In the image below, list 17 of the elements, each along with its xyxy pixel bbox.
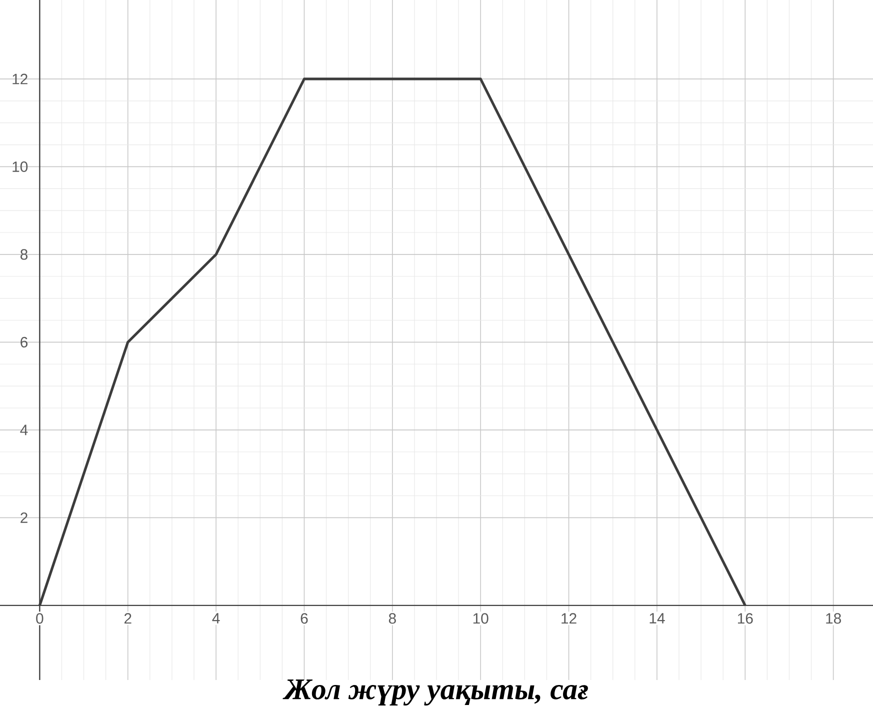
- x-tick-label: 6: [300, 613, 308, 624]
- x-tick-label: 10: [473, 613, 488, 624]
- x-tick-label: 16: [738, 613, 753, 624]
- y-tick-label: 8: [20, 249, 28, 260]
- x-tick-label: 0: [36, 613, 44, 624]
- y-tick-label: 2: [20, 512, 28, 523]
- x-tick-label: 4: [212, 613, 220, 624]
- x-tick-label: 2: [124, 613, 132, 624]
- y-tick-label: 10: [12, 161, 28, 172]
- x-axis-title: Жол жүру уақыты, сағ: [282, 680, 588, 706]
- x-tick-label: 12: [562, 613, 576, 624]
- y-tick-label: 12: [12, 74, 28, 84]
- x-tick-label: 14: [650, 613, 665, 624]
- y-tick-label: 4: [20, 424, 28, 436]
- y-tick-label: 6: [20, 336, 28, 348]
- x-tick-label: 18: [826, 613, 841, 624]
- x-tick-label: 8: [388, 613, 396, 624]
